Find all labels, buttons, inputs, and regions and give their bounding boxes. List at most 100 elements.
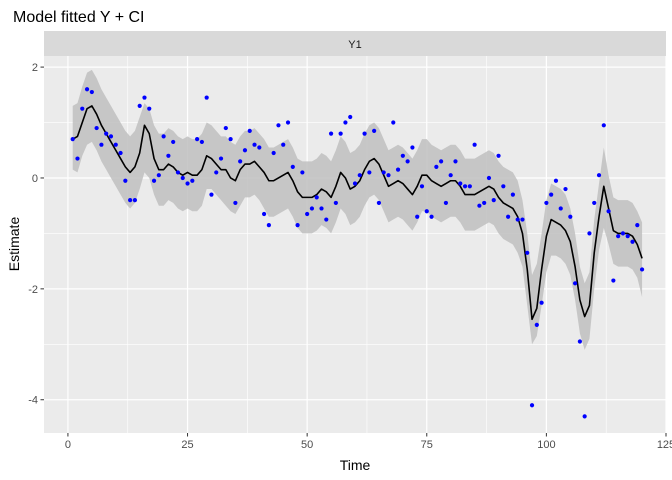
data-point	[372, 128, 377, 133]
data-point	[419, 184, 425, 189]
data-point	[161, 134, 166, 139]
data-point	[118, 150, 123, 156]
data-point	[343, 120, 348, 125]
confidence-interval-layer	[72, 69, 643, 350]
data-point	[84, 87, 90, 92]
data-point	[281, 142, 286, 147]
data-point	[209, 192, 214, 197]
data-point	[352, 181, 358, 186]
observed-points-layer	[70, 87, 645, 419]
data-point	[171, 139, 176, 145]
y-tick-label: 0	[32, 173, 38, 185]
data-point	[266, 223, 271, 228]
data-point	[328, 131, 334, 136]
major-gridlines	[44, 56, 667, 433]
data-point	[314, 195, 319, 200]
data-point	[448, 173, 453, 178]
data-point	[367, 170, 372, 175]
data-point	[582, 414, 587, 419]
x-tick-label: 75	[421, 439, 433, 451]
data-point	[630, 239, 635, 244]
data-point	[204, 95, 209, 100]
data-point	[386, 173, 391, 178]
data-point	[639, 267, 645, 272]
data-point	[491, 198, 496, 203]
y-tick-label: 2	[32, 62, 38, 74]
data-point	[113, 142, 118, 147]
data-point	[218, 156, 224, 161]
data-point	[434, 164, 439, 169]
data-point	[228, 137, 233, 142]
data-point	[123, 178, 128, 183]
data-point	[290, 164, 295, 169]
data-point	[515, 217, 520, 222]
x-axis-title: Time	[340, 457, 371, 473]
data-point	[233, 200, 238, 206]
data-point	[429, 214, 434, 219]
data-point	[261, 211, 267, 217]
data-point	[348, 114, 353, 120]
data-point	[271, 150, 276, 156]
data-point	[376, 200, 382, 206]
data-point	[592, 200, 597, 206]
data-point	[214, 170, 219, 175]
data-point	[151, 178, 157, 183]
data-point	[534, 322, 539, 327]
data-point	[357, 173, 362, 178]
data-point	[195, 137, 200, 142]
data-point	[458, 181, 463, 186]
data-point	[319, 206, 324, 211]
data-point	[238, 159, 243, 164]
data-point	[520, 217, 525, 222]
data-point	[128, 198, 133, 203]
facet-strip-label: Y1	[348, 39, 361, 51]
data-point	[295, 223, 300, 228]
y-tick-label: -4	[28, 395, 38, 407]
data-point	[104, 131, 109, 136]
data-point	[472, 142, 477, 147]
data-point	[338, 131, 343, 136]
data-point	[558, 206, 563, 211]
data-point	[99, 142, 104, 147]
confidence-ribbon	[72, 69, 643, 350]
data-point	[635, 223, 640, 228]
data-point	[362, 131, 367, 136]
data-point	[467, 184, 472, 189]
fitted-line	[72, 105, 643, 321]
data-point	[443, 200, 449, 206]
x-tick-label: 50	[301, 439, 313, 451]
data-point	[185, 181, 190, 186]
data-point	[453, 159, 458, 164]
x-tick-label: 0	[65, 439, 71, 451]
data-point	[549, 192, 554, 197]
data-point	[601, 123, 606, 128]
data-point	[309, 206, 315, 211]
x-tick-label: 125	[657, 439, 672, 451]
y-axis: -4 -2 0 2	[28, 62, 44, 407]
data-point	[400, 153, 405, 158]
data-point	[199, 139, 204, 145]
data-point	[147, 106, 152, 111]
data-point	[496, 153, 501, 158]
data-point	[94, 125, 99, 131]
data-point	[156, 173, 161, 178]
data-point	[180, 175, 185, 181]
data-point	[324, 217, 329, 222]
x-tick-label: 25	[181, 439, 193, 451]
data-point	[529, 403, 535, 408]
data-point	[544, 200, 549, 206]
y-axis-title: Estimate	[6, 217, 22, 272]
data-point	[80, 106, 85, 111]
data-point	[501, 184, 506, 189]
data-point	[477, 203, 482, 208]
data-point	[439, 159, 444, 164]
data-point	[242, 148, 248, 153]
data-point	[305, 211, 310, 217]
x-axis: 0 25 50 75 100 125	[65, 433, 672, 451]
data-point	[506, 214, 511, 219]
data-point	[137, 103, 142, 108]
data-point	[405, 159, 410, 164]
data-point	[563, 186, 568, 192]
data-point	[415, 214, 420, 219]
